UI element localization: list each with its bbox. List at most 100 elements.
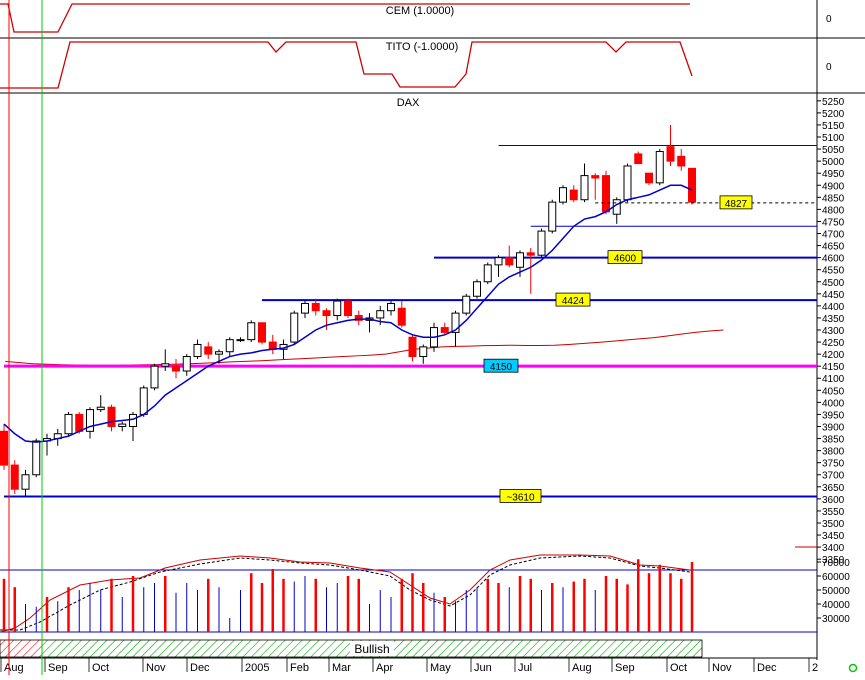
price-tick-label: 4550 bbox=[822, 266, 845, 277]
candle-body bbox=[322, 310, 331, 317]
candle-body bbox=[225, 339, 234, 353]
level-label: ~3610 bbox=[506, 492, 535, 503]
volume-axis: 30000 40000 50000 60000 70000 bbox=[817, 558, 850, 625]
price-tick-label: 4950 bbox=[822, 169, 845, 180]
x-tick-label: Aug bbox=[572, 662, 592, 674]
band-label-bg bbox=[350, 641, 394, 656]
price-tick-label: 3750 bbox=[822, 459, 845, 470]
volume-tick-label: 40000 bbox=[822, 600, 850, 611]
x-tick-label: Oct bbox=[670, 662, 687, 674]
candle-body bbox=[86, 409, 94, 432]
candle-body bbox=[247, 322, 256, 341]
volume-tick-label: 30000 bbox=[822, 614, 850, 625]
candle-body bbox=[387, 302, 395, 312]
cem-title: CEM (1.0000) bbox=[386, 5, 454, 17]
price-tick-label: 3450 bbox=[822, 531, 845, 542]
x-tick-label: Sep bbox=[48, 662, 68, 674]
candle-body bbox=[258, 322, 266, 343]
price-tick-label: 5200 bbox=[822, 109, 845, 120]
candle-body bbox=[537, 230, 546, 256]
price-tick-label: 5000 bbox=[822, 157, 845, 168]
candle-body bbox=[516, 252, 524, 268]
candle-body bbox=[193, 343, 202, 358]
candle-body bbox=[408, 336, 417, 358]
x-tick-label: Feb bbox=[290, 662, 309, 674]
x-tick-label: Nov bbox=[712, 662, 732, 674]
candle-body bbox=[10, 464, 19, 490]
candle-body bbox=[623, 165, 632, 201]
short-moving-average bbox=[3, 184, 693, 443]
candle-body bbox=[75, 413, 84, 432]
x-tick-label: 2 bbox=[812, 662, 818, 674]
price-tick-label: 3600 bbox=[822, 495, 845, 506]
candle-body bbox=[666, 146, 675, 162]
candle-body bbox=[96, 406, 105, 411]
candles bbox=[0, 124, 696, 497]
price-tick-label: 5250 bbox=[822, 97, 845, 108]
bullish-band: Bullish bbox=[0, 639, 703, 658]
price-tick-label: 3900 bbox=[822, 422, 845, 433]
price-tick-label: 4600 bbox=[822, 254, 845, 265]
x-tick-label: 2005 bbox=[245, 662, 269, 674]
candle-body bbox=[290, 312, 299, 343]
candle-body bbox=[118, 423, 127, 427]
price-tick-label: 4800 bbox=[822, 205, 845, 216]
candle-body bbox=[376, 310, 385, 319]
price-tick-label: 4300 bbox=[822, 326, 845, 337]
price-tick-label: 4200 bbox=[822, 350, 845, 361]
level-label: 4424 bbox=[562, 296, 585, 307]
price-tick-label: 4650 bbox=[822, 242, 845, 253]
volume-ma-dashed bbox=[0, 555, 691, 631]
volume-panel: 30000 40000 50000 60000 70000 bbox=[0, 546, 850, 633]
candle-body bbox=[462, 295, 471, 314]
candle-body bbox=[548, 201, 557, 232]
x-tick-label: Dec bbox=[190, 662, 210, 674]
candle-body bbox=[645, 172, 653, 184]
level-label: 4150 bbox=[490, 362, 513, 373]
candle-body bbox=[301, 302, 309, 314]
level-label: 4600 bbox=[614, 254, 637, 265]
candle-body bbox=[139, 387, 148, 415]
price-tick-label: 4350 bbox=[822, 314, 845, 325]
candle-body bbox=[107, 406, 116, 427]
band-label: Bullish bbox=[354, 642, 389, 656]
candle-body bbox=[419, 346, 428, 358]
line-labels: 4600 4424 4150 ~3610 4827 bbox=[483, 195, 817, 503]
candle-body bbox=[333, 300, 342, 317]
candle-body bbox=[677, 155, 686, 167]
short-ma-line bbox=[3, 184, 693, 443]
candle-body bbox=[451, 312, 460, 333]
candle-body bbox=[344, 300, 352, 317]
candle-body bbox=[634, 153, 643, 165]
volume-tick-label: 70000 bbox=[822, 558, 850, 569]
x-tick-label: Oct bbox=[92, 662, 109, 674]
candle-body bbox=[397, 307, 406, 326]
candle-body bbox=[172, 365, 180, 372]
cem-indicator-line bbox=[0, 3, 690, 33]
price-tick-label: 3400 bbox=[822, 543, 845, 554]
x-tick-label: Sep bbox=[615, 662, 635, 674]
candle-body bbox=[688, 167, 696, 203]
candle-body bbox=[161, 363, 170, 367]
volume-tick-label: 60000 bbox=[822, 572, 850, 583]
price-tick-label: 3550 bbox=[822, 507, 845, 518]
candle-body bbox=[580, 175, 589, 201]
cem-zero-tick: 0 bbox=[826, 14, 832, 25]
candle-body bbox=[473, 281, 481, 297]
candle-body bbox=[182, 356, 191, 372]
candle-body bbox=[268, 341, 277, 350]
candle-body bbox=[354, 315, 363, 321]
tito-title: TITO (-1.0000) bbox=[386, 41, 459, 53]
candle-body bbox=[204, 346, 213, 355]
price-tick-label: 3350 bbox=[822, 555, 845, 566]
price-marker-box bbox=[719, 195, 753, 210]
x-tick-label: Apr bbox=[376, 662, 393, 674]
x-tick-label: Jun bbox=[474, 662, 492, 674]
bearish-band-segment bbox=[0, 639, 43, 658]
candle-body bbox=[602, 175, 610, 213]
candle-body bbox=[0, 430, 8, 466]
candle-body bbox=[559, 187, 567, 203]
price-tick-label: 3650 bbox=[822, 483, 845, 494]
candle-body bbox=[236, 339, 245, 342]
